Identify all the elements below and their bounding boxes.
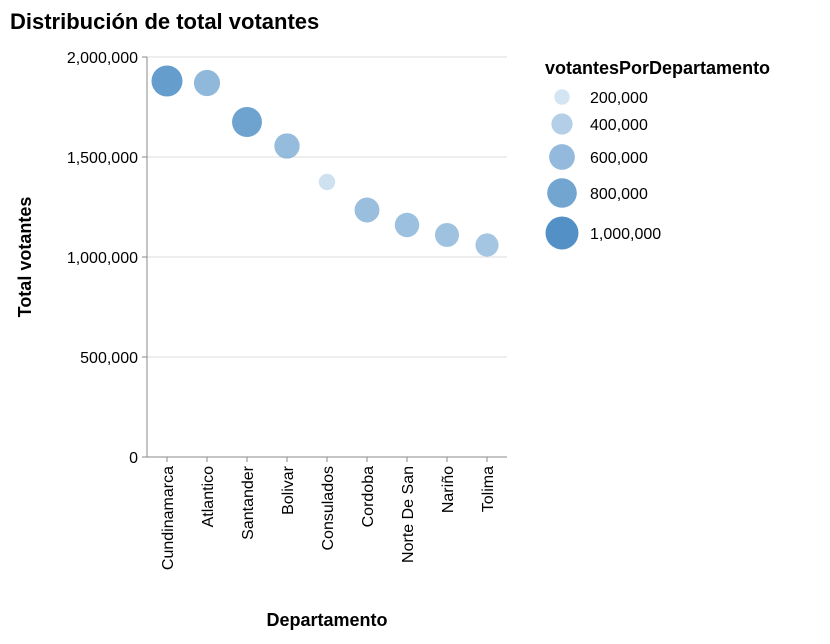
y-tick-labels: 0 500,000 1,000,000 1,500,000 2,000,000 (67, 50, 138, 467)
y-tick-label: 1,500,000 (67, 150, 138, 167)
data-point (354, 197, 380, 223)
x-tick-label: Consulados (320, 466, 337, 551)
legend-symbol (545, 216, 579, 250)
x-tick-label: Santander (240, 465, 257, 540)
data-point (318, 173, 336, 191)
legend-symbol (549, 144, 575, 170)
legend-label: 600,000 (590, 150, 648, 167)
data-point (475, 233, 499, 257)
legend-label: 200,000 (590, 90, 648, 107)
x-axis-label: Departamento (266, 610, 387, 630)
data-point (232, 107, 262, 137)
legend-title: votantesPorDepartamento (545, 58, 770, 78)
y-axis-label: Total votantes (15, 197, 35, 318)
legend-symbol (554, 89, 570, 105)
legend-symbol (547, 178, 577, 208)
grid-lines (147, 56, 507, 458)
y-tick-label: 0 (129, 450, 138, 467)
data-point (151, 65, 183, 97)
x-tick-label: Atlantico (200, 466, 217, 527)
x-tick-labels: Cundinamarca Atlantico Santander Bolivar Con… (160, 465, 497, 570)
data-point (434, 222, 460, 248)
x-tick-label: Bolivar (280, 465, 297, 515)
data-point (394, 212, 420, 238)
data-point (274, 133, 300, 159)
x-tick-label: Nariño (440, 466, 457, 513)
x-tick-label: Tolima (480, 466, 497, 512)
x-tick-label: Cordoba (360, 466, 377, 527)
data-points (151, 65, 499, 257)
y-tick-label: 500,000 (80, 350, 138, 367)
chart-title: Distribución de total votantes (10, 9, 319, 34)
y-tick-label: 1,000,000 (67, 250, 138, 267)
legend: votantesPorDepartamento 200,000 400,000 60… (545, 58, 770, 250)
legend-symbol (551, 113, 573, 135)
data-point (193, 69, 221, 97)
x-tick-label: Cundinamarca (160, 466, 177, 570)
y-tick-label: 2,000,000 (67, 50, 138, 67)
legend-label: 1,000,000 (590, 226, 661, 243)
x-tick-label: Norte De San (400, 466, 417, 563)
legend-label: 800,000 (590, 186, 648, 203)
axes (142, 56, 507, 462)
legend-label: 400,000 (590, 117, 648, 134)
